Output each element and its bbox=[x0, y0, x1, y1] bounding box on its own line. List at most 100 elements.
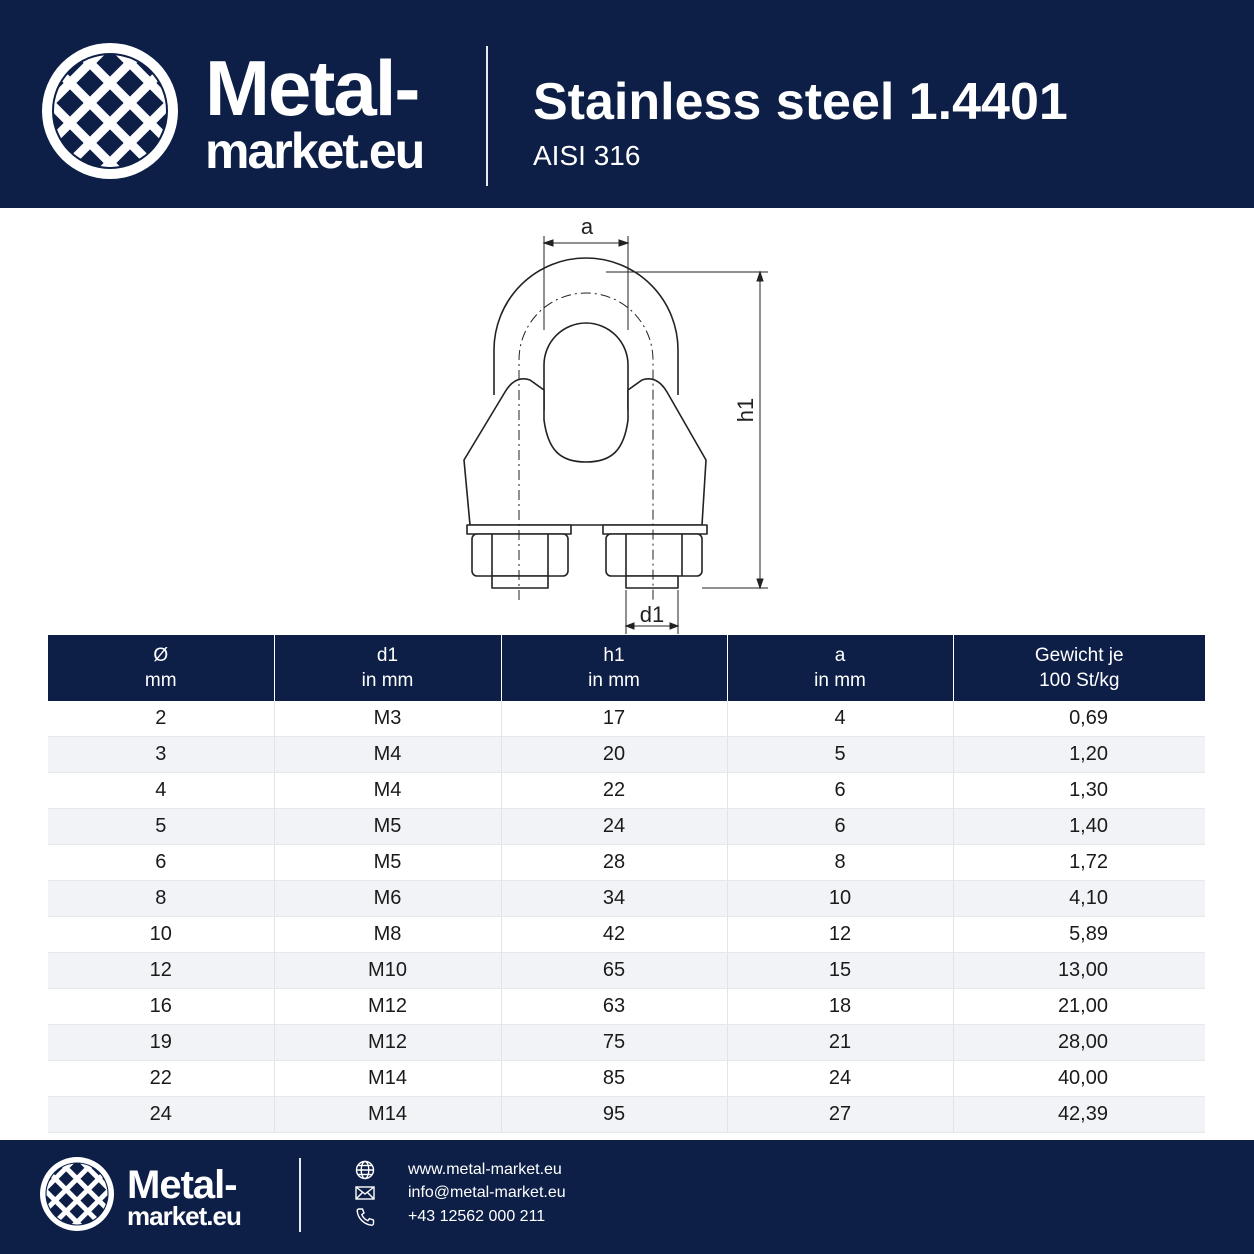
table-row: 12 M10 65 15 13,00 bbox=[48, 952, 1205, 989]
d1-cell: M10 bbox=[274, 952, 502, 989]
weight-cell: 42,39 bbox=[953, 1096, 1205, 1133]
header-a: a in mm bbox=[727, 635, 954, 701]
brand-line-2: market.eu bbox=[205, 123, 425, 179]
table-row: 6 M5 28 8 1,72 bbox=[48, 844, 1205, 881]
globe-icon bbox=[355, 1160, 375, 1180]
diameter-cell: 16 bbox=[48, 988, 275, 1025]
brand-logo-text: Metal- market.eu bbox=[205, 44, 425, 179]
contact-email[interactable]: info@metal-market.eu bbox=[354, 1182, 674, 1204]
product-subtitle: AISI 316 bbox=[533, 140, 641, 171]
dimension-label-d1: d1 bbox=[640, 602, 664, 627]
diameter-cell: 19 bbox=[48, 1024, 275, 1061]
table-row: 19 M12 75 21 28,00 bbox=[48, 1024, 1205, 1061]
table-row: 24 M14 95 27 42,39 bbox=[48, 1096, 1205, 1133]
a-cell: 5 bbox=[727, 736, 954, 773]
table-body: 2 M3 17 4 0,69 3 M4 20 5 1,20 4 M4 22 6 1,30 5 M5 24 6 1,40… bbox=[48, 701, 1205, 1133]
d1-cell: M4 bbox=[274, 736, 502, 773]
table-row: 22 M14 85 24 40,00 bbox=[48, 1060, 1205, 1097]
h1-cell: 65 bbox=[501, 952, 728, 989]
a-cell: 6 bbox=[727, 808, 954, 845]
d1-cell: M12 bbox=[274, 988, 502, 1025]
email-link[interactable]: info@metal-market.eu bbox=[408, 1184, 566, 1201]
footer-divider bbox=[299, 1158, 301, 1232]
table-row: 8 M6 34 10 4,10 bbox=[48, 880, 1205, 917]
weight-cell: 0,69 bbox=[953, 701, 1205, 737]
h1-cell: 75 bbox=[501, 1024, 728, 1061]
h1-cell: 95 bbox=[501, 1096, 728, 1133]
footer-brand-text: Metal- market.eu bbox=[127, 1163, 242, 1231]
diameter-cell: 6 bbox=[48, 844, 275, 881]
envelope-icon bbox=[355, 1186, 375, 1200]
table-row: 5 M5 24 6 1,40 bbox=[48, 808, 1205, 845]
footer-brand-line-1: Metal- bbox=[127, 1163, 238, 1207]
d1-cell: M5 bbox=[274, 808, 502, 845]
d1-cell: M14 bbox=[274, 1060, 502, 1097]
h1-cell: 34 bbox=[501, 880, 728, 917]
h1-cell: 28 bbox=[501, 844, 728, 881]
a-cell: 6 bbox=[727, 772, 954, 809]
a-cell: 15 bbox=[727, 952, 954, 989]
weight-cell: 1,72 bbox=[953, 844, 1205, 881]
a-cell: 21 bbox=[727, 1024, 954, 1061]
diameter-cell: 5 bbox=[48, 808, 275, 845]
weight-cell: 5,89 bbox=[953, 916, 1205, 953]
weight-cell: 13,00 bbox=[953, 952, 1205, 989]
header-h1: h1 in mm bbox=[501, 635, 728, 701]
diameter-cell: 2 bbox=[48, 701, 275, 737]
brand-line-1: Metal- bbox=[205, 44, 420, 132]
weight-cell: 28,00 bbox=[953, 1024, 1205, 1061]
website-link[interactable]: www.metal-market.eu bbox=[408, 1161, 562, 1178]
weight-cell: 40,00 bbox=[953, 1060, 1205, 1097]
d1-cell: M3 bbox=[274, 701, 502, 737]
a-cell: 12 bbox=[727, 916, 954, 953]
d1-cell: M8 bbox=[274, 916, 502, 953]
dimension-label-a: a bbox=[581, 214, 594, 239]
phone-link[interactable]: +43 12562 000 211 bbox=[408, 1208, 546, 1225]
table-row: 2 M3 17 4 0,69 bbox=[48, 701, 1205, 737]
a-cell: 4 bbox=[727, 701, 954, 737]
h1-cell: 42 bbox=[501, 916, 728, 953]
lattice-logo-icon bbox=[40, 1157, 114, 1231]
header-weight: Gewicht je 100 St/kg bbox=[953, 635, 1205, 701]
table-row: 3 M4 20 5 1,20 bbox=[48, 736, 1205, 773]
diameter-cell: 10 bbox=[48, 916, 275, 953]
h1-cell: 20 bbox=[501, 736, 728, 773]
weight-cell: 1,20 bbox=[953, 736, 1205, 773]
weight-cell: 1,30 bbox=[953, 772, 1205, 809]
wire-rope-clip-drawing: a h1 d1 bbox=[463, 214, 768, 634]
a-cell: 18 bbox=[727, 988, 954, 1025]
lattice-logo-icon bbox=[42, 43, 178, 179]
weight-cell: 4,10 bbox=[953, 880, 1205, 917]
d1-cell: M6 bbox=[274, 880, 502, 917]
product-title: Stainless steel 1.4401 bbox=[533, 73, 1068, 131]
phone-icon bbox=[356, 1208, 375, 1226]
table-row: 10 M8 42 12 5,89 bbox=[48, 916, 1205, 953]
a-cell: 24 bbox=[727, 1060, 954, 1097]
footer: Metal- market.eu www.metal-market.eu inf… bbox=[0, 1140, 1254, 1254]
footer-brand-line-2: market.eu bbox=[127, 1201, 242, 1231]
h1-cell: 85 bbox=[501, 1060, 728, 1097]
a-cell: 10 bbox=[727, 880, 954, 917]
d1-cell: M4 bbox=[274, 772, 502, 809]
weight-cell: 1,40 bbox=[953, 808, 1205, 845]
diameter-cell: 22 bbox=[48, 1060, 275, 1097]
diameter-cell: 8 bbox=[48, 880, 275, 917]
table-row: 4 M4 22 6 1,30 bbox=[48, 772, 1205, 809]
table-row: 16 M12 63 18 21,00 bbox=[48, 988, 1205, 1025]
a-cell: 8 bbox=[727, 844, 954, 881]
d1-cell: M14 bbox=[274, 1096, 502, 1133]
h1-cell: 22 bbox=[501, 772, 728, 809]
d1-cell: M5 bbox=[274, 844, 502, 881]
dimension-label-h1: h1 bbox=[733, 398, 758, 422]
header: Metal- market.eu Stainless steel 1.4401 … bbox=[0, 0, 1254, 208]
a-cell: 27 bbox=[727, 1096, 954, 1133]
contact-website[interactable]: www.metal-market.eu bbox=[354, 1159, 674, 1181]
diameter-cell: 3 bbox=[48, 736, 275, 773]
h1-cell: 24 bbox=[501, 808, 728, 845]
contact-phone[interactable]: +43 12562 000 211 bbox=[354, 1206, 674, 1228]
diameter-cell: 12 bbox=[48, 952, 275, 989]
header-divider bbox=[486, 46, 488, 186]
